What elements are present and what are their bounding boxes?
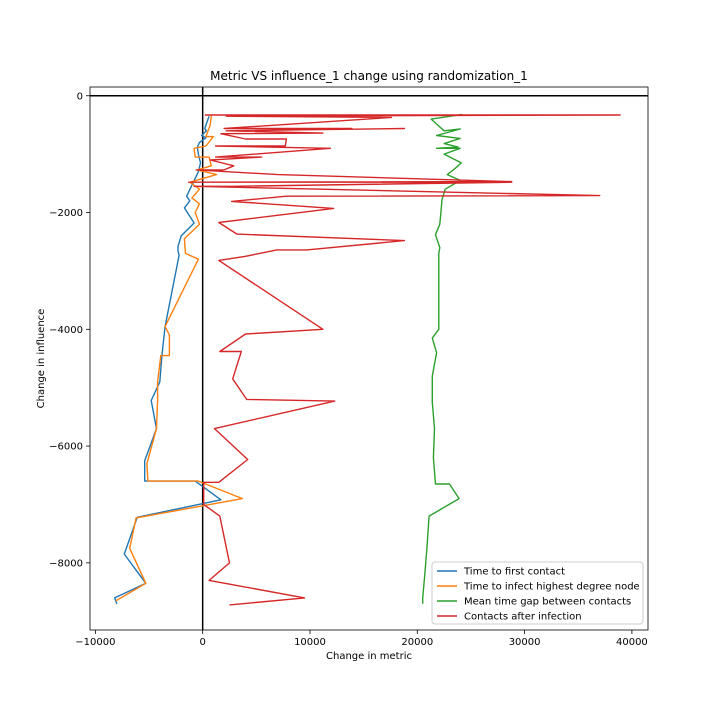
x-axis-label: Change in metric [326,651,412,662]
y-tick-label: −8000 [49,558,83,569]
series-line-4 [188,114,621,606]
legend-label: Time to infect highest degree node [463,582,640,593]
legend-box [431,561,644,625]
x-tick-label: 0 [199,637,205,648]
y-tick-label: 0 [77,91,83,102]
legend-label: Mean time gap between contacts [464,597,631,608]
y-tick-label: −6000 [49,442,83,453]
x-tick-label: 10000 [294,637,326,648]
legend: Time to first contact Time to infect high… [431,561,644,625]
chart-title: Metric VS influence_1 change using rando… [210,69,528,83]
y-tick-label: −4000 [49,325,83,336]
series-line-2 [115,115,244,602]
x-tick-label: 30000 [509,637,541,648]
x-tick-label: −10000 [75,637,115,648]
series-line-3 [422,113,463,604]
y-tick-label: −2000 [49,208,83,219]
y-axis-label: Change in influence [36,309,47,409]
plot-area [89,86,649,631]
axis-ticks: −10000 0 10000 20000 30000 40000 0 −2000 −4000 −6… [49,91,648,648]
x-tick-label: 40000 [616,637,648,648]
series-line-1 [114,115,222,604]
axes-frame [89,86,649,631]
legend-label: Contacts after infection [464,612,582,623]
x-tick-label: 20000 [401,637,433,648]
legend-label: Time to first contact [463,567,565,578]
